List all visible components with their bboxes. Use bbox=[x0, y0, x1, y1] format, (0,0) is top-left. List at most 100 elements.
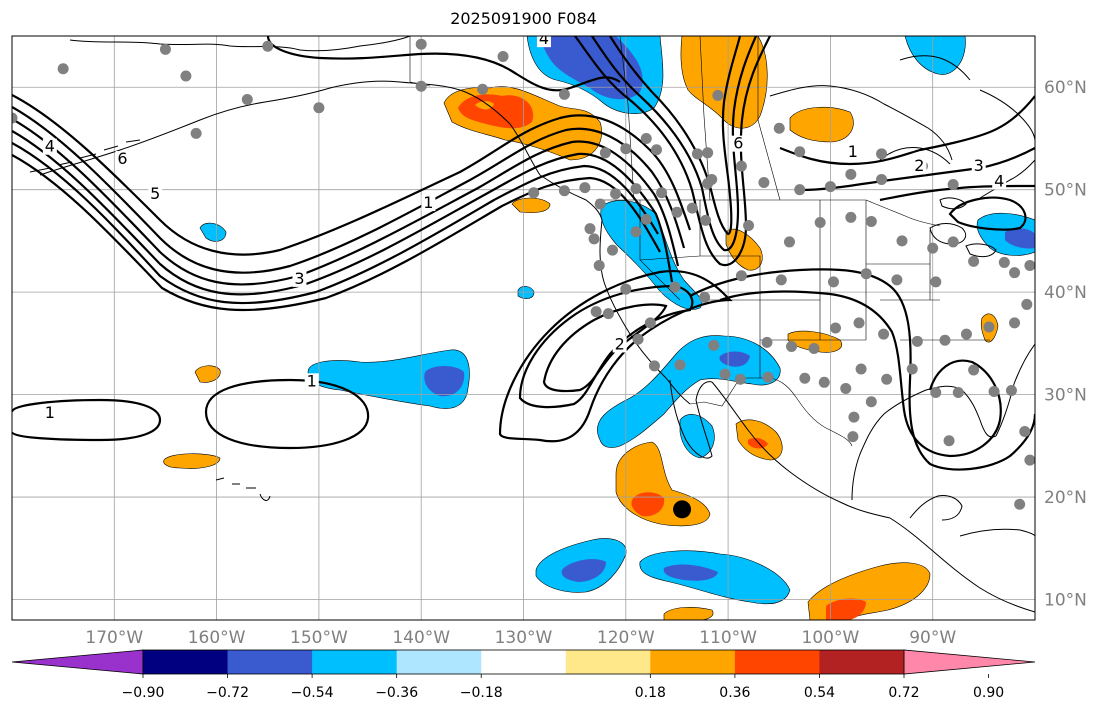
colorbar-tick-label: 0.36 bbox=[719, 685, 750, 701]
station-marker bbox=[818, 376, 830, 388]
station-marker bbox=[1014, 498, 1026, 510]
station-marker bbox=[640, 132, 652, 144]
lat-tick-label: 10°N bbox=[1044, 591, 1087, 611]
station-marker bbox=[241, 94, 253, 106]
contour-label-bg bbox=[115, 151, 130, 168]
contour-label: 2 bbox=[914, 156, 924, 175]
lon-tick-label: 160°W bbox=[188, 628, 246, 648]
coastline-hudson-bay bbox=[769, 85, 953, 161]
station-marker bbox=[968, 364, 980, 376]
station-marker bbox=[762, 371, 774, 383]
border-us-canada bbox=[596, 199, 941, 227]
station-marker bbox=[1024, 454, 1035, 466]
contour-trough-b bbox=[591, 36, 758, 252]
colorbar-tick-label: 0.54 bbox=[804, 685, 835, 701]
coastline-labrador bbox=[899, 55, 1035, 141]
map-title: 2025091900 F084 bbox=[450, 9, 597, 28]
contour-pacific-ring-east bbox=[204, 378, 370, 450]
contour-label-bg bbox=[304, 373, 319, 390]
contour-pacific-ring-west bbox=[12, 398, 162, 442]
contour-ridge-3 bbox=[12, 118, 680, 286]
contour-east-3 bbox=[879, 184, 1035, 202]
station-marker bbox=[415, 80, 427, 92]
anomaly-fill-tropical-neg-1-core bbox=[561, 559, 606, 582]
contour-label: 6 bbox=[117, 149, 127, 168]
lat-tick-label: 20°N bbox=[1044, 488, 1087, 508]
colorbar-tick-label: −0.18 bbox=[460, 685, 503, 701]
station-marker bbox=[599, 147, 611, 159]
station-marker bbox=[706, 173, 718, 185]
coastline-east-canada bbox=[979, 159, 1035, 199]
station-marker bbox=[758, 177, 770, 189]
coastline-yucatan bbox=[909, 495, 963, 521]
anomaly-fill-great-lakes-neg-core bbox=[1005, 228, 1035, 249]
station-marker bbox=[594, 198, 606, 210]
station-marker bbox=[590, 306, 602, 318]
anomaly-fill-baja-neg bbox=[679, 414, 715, 459]
contour-label: 1 bbox=[848, 142, 858, 161]
station-marker bbox=[814, 216, 826, 228]
station-marker bbox=[943, 435, 955, 447]
colorbar-segment bbox=[312, 650, 398, 674]
station-marker bbox=[960, 328, 972, 340]
station-marker bbox=[1021, 298, 1033, 310]
anomaly-fill-gulf-california-core bbox=[748, 437, 768, 449]
contour-ridge-6 bbox=[12, 154, 661, 312]
anomaly-fill-tropical-neg-2-core bbox=[663, 564, 718, 581]
lon-tick-label: 100°W bbox=[802, 628, 860, 648]
gridlines bbox=[12, 36, 1035, 620]
contour-label: 3 bbox=[974, 156, 984, 175]
station-marker bbox=[57, 63, 69, 75]
station-marker bbox=[1005, 384, 1017, 396]
station-marker bbox=[190, 127, 202, 139]
contour-label: 4 bbox=[994, 172, 1004, 191]
map-frame bbox=[11, 35, 1036, 621]
lon-tick-label: 170°W bbox=[85, 628, 143, 648]
coastline-central-america bbox=[889, 517, 1035, 613]
colorbar-segment bbox=[227, 650, 313, 674]
colorbar-extend-max bbox=[903, 649, 1036, 675]
station-marker bbox=[878, 328, 890, 340]
station-marker bbox=[840, 382, 852, 394]
contour-cutoff-mid bbox=[518, 284, 694, 409]
contour-east-loop bbox=[948, 196, 1027, 231]
coastline-florida bbox=[995, 343, 1035, 437]
station-marker bbox=[830, 322, 842, 334]
station-marker bbox=[952, 387, 964, 399]
contour-label-bg bbox=[912, 158, 927, 175]
anomaly-fills bbox=[163, 36, 1035, 620]
contour-label: 6 bbox=[733, 134, 743, 153]
station-marker bbox=[691, 148, 703, 160]
station-marker bbox=[656, 187, 668, 199]
anomaly-fill-tropical-pos-2-core bbox=[826, 598, 866, 620]
station-marker bbox=[644, 317, 656, 329]
station-marker bbox=[799, 372, 811, 384]
station-marker bbox=[881, 373, 893, 385]
colorbar-segment bbox=[143, 650, 229, 674]
station-marker bbox=[735, 270, 747, 282]
coastline-alaska-north bbox=[69, 36, 411, 52]
station-marker bbox=[808, 342, 820, 354]
contour-label-bg bbox=[421, 195, 436, 212]
station-marker bbox=[939, 334, 951, 346]
contour-label-bg bbox=[971, 158, 986, 175]
political-borders bbox=[409, 36, 990, 447]
station-marker bbox=[988, 386, 1000, 398]
colorbar-tick-label: −0.72 bbox=[206, 685, 249, 701]
station-marker bbox=[865, 396, 877, 408]
colorbar-tick-label: −0.54 bbox=[291, 685, 334, 701]
station-marker bbox=[699, 291, 711, 303]
station-marker bbox=[853, 317, 865, 329]
coastline-great-lakes bbox=[929, 197, 997, 258]
station-marker bbox=[735, 160, 747, 172]
station-marker bbox=[593, 260, 605, 272]
contour-label: 1 bbox=[307, 371, 317, 390]
coastline-hawaii bbox=[215, 477, 271, 501]
contour-label: 3 bbox=[294, 269, 304, 288]
station-marker bbox=[848, 411, 860, 423]
contour-label: 4 bbox=[45, 137, 55, 156]
contour-plains-2 bbox=[719, 290, 1002, 458]
colorbar-tick-label: −0.36 bbox=[375, 685, 418, 701]
anomaly-fill-tropical-neg-2 bbox=[639, 550, 791, 605]
colorbar bbox=[11, 649, 1036, 675]
